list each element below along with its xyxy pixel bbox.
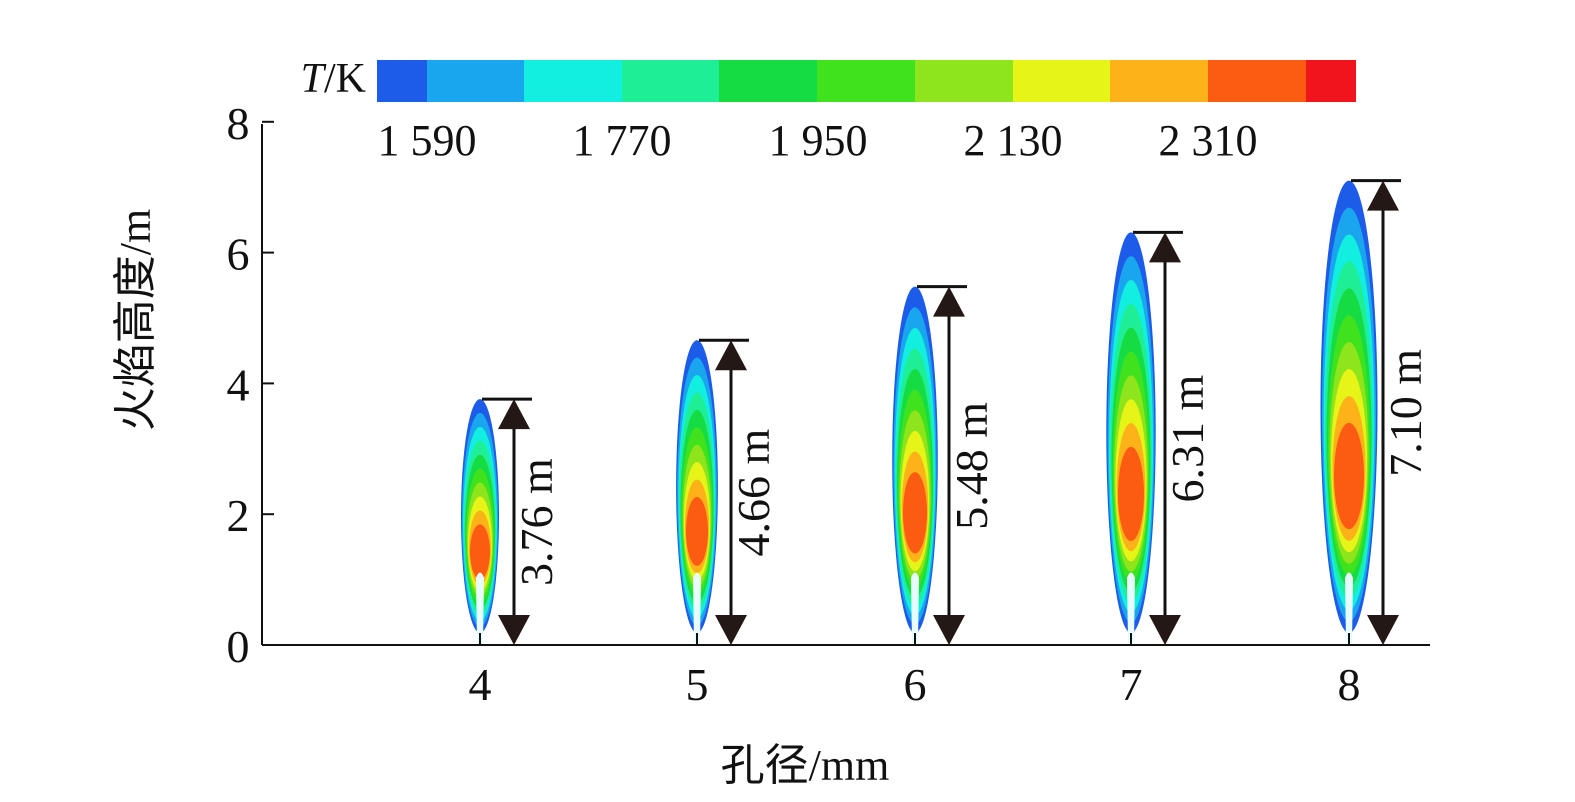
height-label: 7.10 m xyxy=(1380,349,1431,477)
flame-band xyxy=(470,524,490,580)
colorbar-swatch xyxy=(427,60,524,102)
height-label: 6.31 m xyxy=(1162,375,1213,503)
colorbar-swatch xyxy=(1110,60,1208,102)
colorbar-tick-label: 1 770 xyxy=(573,116,672,165)
arrow-head-up xyxy=(933,286,965,317)
flame-core xyxy=(1127,572,1135,643)
y-tick-label: 0 xyxy=(227,621,250,672)
flame-core xyxy=(1345,572,1353,643)
x-tick-label: 4 xyxy=(469,659,492,710)
arrow-head-down xyxy=(933,615,965,645)
y-axis-title: 火焰高度/m xyxy=(111,209,160,431)
flame-core xyxy=(911,572,919,643)
height-arrow-5: 4.66 m xyxy=(699,338,779,645)
colorbar-label: T/K xyxy=(301,56,366,102)
arrow-head-down xyxy=(498,615,530,645)
colorbar-tick-label: 2 310 xyxy=(1159,116,1258,165)
x-tick-label: 5 xyxy=(686,659,709,710)
height-arrow-8: 7.10 m xyxy=(1351,179,1431,645)
y-tick-label: 8 xyxy=(227,98,250,149)
arrow-head-down xyxy=(1149,615,1181,645)
flame-contours xyxy=(461,180,1378,643)
x-tick-label: 7 xyxy=(1120,659,1143,710)
arrow-head-down xyxy=(715,615,747,645)
flame-band xyxy=(1334,422,1364,530)
colorbar-swatch xyxy=(719,60,817,102)
arrow-head-up xyxy=(1367,180,1399,211)
flame-band xyxy=(686,497,708,566)
x-tick-label: 8 xyxy=(1338,659,1361,710)
height-label: 3.76 m xyxy=(511,458,562,586)
arrow-head-up xyxy=(715,340,747,371)
colorbar-tick-label: 1 590 xyxy=(378,116,477,165)
flame-contour-6 xyxy=(892,286,938,643)
y-tick-label: 6 xyxy=(227,229,250,280)
colorbar-swatch xyxy=(622,60,719,102)
height-arrow-4: 3.76 m xyxy=(482,397,562,645)
axes: 0 2 4 6 8 4 5 6 7 8 xyxy=(227,98,1430,710)
colorbar-swatch xyxy=(377,60,427,102)
colorbar-swatch xyxy=(524,60,622,102)
colorbar-swatch xyxy=(915,60,1013,102)
colorbar-swatch xyxy=(817,60,915,102)
flame-contour-5 xyxy=(676,340,718,643)
height-arrows: 3.76 m 4.66 m 5.48 m 6.31 m 7.10 m xyxy=(482,179,1431,645)
flame-contour-8 xyxy=(1320,180,1378,643)
colorbar-swatch xyxy=(1306,60,1356,102)
colorbar-swatch xyxy=(1013,60,1110,102)
colorbar-swatch xyxy=(1208,60,1306,102)
flame-band xyxy=(903,472,927,554)
colorbar-tick-label: 2 130 xyxy=(964,116,1063,165)
flame-core xyxy=(693,572,701,643)
arrow-head-down xyxy=(1367,615,1399,645)
colorbar-tick-label: 1 950 xyxy=(769,116,868,165)
height-label: 4.66 m xyxy=(728,429,779,557)
flame-contour-7 xyxy=(1106,232,1156,643)
flame-contour-4 xyxy=(461,399,499,643)
y-tick-label: 4 xyxy=(227,359,250,410)
x-axis-title: 孔径/mm xyxy=(721,741,890,790)
y-tick-label: 2 xyxy=(227,490,250,541)
flame-band xyxy=(1118,446,1144,542)
flame-core xyxy=(476,572,484,643)
height-arrow-6: 5.48 m xyxy=(917,285,997,645)
arrow-head-up xyxy=(498,399,530,430)
x-tick-label: 6 xyxy=(904,659,927,710)
height-label: 5.48 m xyxy=(946,402,997,530)
temperature-colorbar: T/K 1 590 1 770 1 950 2 130 2 310 xyxy=(301,56,1356,165)
arrow-head-up xyxy=(1149,232,1181,263)
height-arrow-7: 6.31 m xyxy=(1133,230,1213,645)
